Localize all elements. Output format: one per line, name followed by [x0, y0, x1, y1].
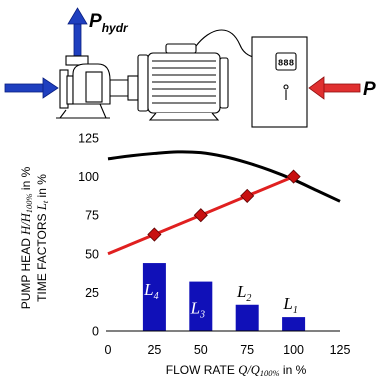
hydraulic-power-label: Phydr: [89, 11, 129, 35]
x-tick-label: 0: [105, 343, 112, 357]
x-ticks: 0 25 50 75 100 125: [105, 343, 351, 357]
x-axis-label: FLOW RATE Q/Q100% in %: [166, 363, 307, 378]
bar-1: [142, 263, 166, 331]
y-tick-label: 125: [78, 132, 99, 146]
x-tick-label: 75: [240, 343, 254, 357]
bar-labels: L4 L3 L2 L1: [143, 280, 298, 321]
controller-cabinet-icon: 888: [251, 36, 308, 128]
x-tick-label: 125: [330, 343, 351, 357]
operating-point-2: [193, 208, 208, 223]
bars: [142, 263, 306, 331]
svg-text:PUMP HEAD H/H100% in %: PUMP HEAD H/H100% in %: [19, 166, 34, 309]
x-tick-label: 100: [283, 343, 304, 357]
bar-4: [282, 317, 306, 331]
electric-power-label: P: [363, 79, 376, 100]
bar-3: [235, 304, 259, 331]
bar-label-2: L3: [190, 299, 205, 321]
y-tick-label: 100: [78, 170, 99, 184]
svg-text:888: 888: [278, 59, 294, 69]
pump-curve: [107, 150, 341, 203]
svg-text:TIME FACTORS Lt in %: TIME FACTORS Lt in %: [35, 174, 50, 302]
bar-label-3: L2: [236, 282, 251, 304]
inlet-arrow-icon: [4, 77, 59, 99]
pump-icon: [56, 55, 139, 119]
y-tick-label: 25: [85, 286, 99, 300]
operating-point-3: [240, 188, 255, 203]
x-tick-label: 50: [194, 343, 208, 357]
bar-label-1: L4: [143, 280, 158, 302]
operating-point-1: [147, 227, 162, 242]
y-tick-label: 50: [85, 247, 99, 261]
chart: 0 25 50 75 100 125 0 25 50 75 100 125 L4 L3 L2 L1 FLO…: [19, 132, 350, 379]
curves: [107, 150, 341, 256]
x-tick-label: 25: [147, 343, 161, 357]
bar-2: [189, 281, 213, 331]
bar-label-4: L1: [282, 294, 297, 316]
schematic: Phydr: [4, 7, 376, 128]
markers: [147, 169, 301, 242]
y-ticks: 0 25 50 75 100 125: [78, 132, 99, 339]
motor-icon: [137, 43, 229, 121]
power-arrow-icon: [308, 76, 361, 100]
operating-point-4: [286, 169, 301, 184]
up-arrow-icon: [67, 7, 88, 63]
y-axis-label: PUMP HEAD H/H100% in % TIME FACTORS Lt i…: [19, 166, 50, 309]
y-tick-label: 0: [92, 325, 99, 339]
y-tick-label: 75: [85, 209, 99, 223]
